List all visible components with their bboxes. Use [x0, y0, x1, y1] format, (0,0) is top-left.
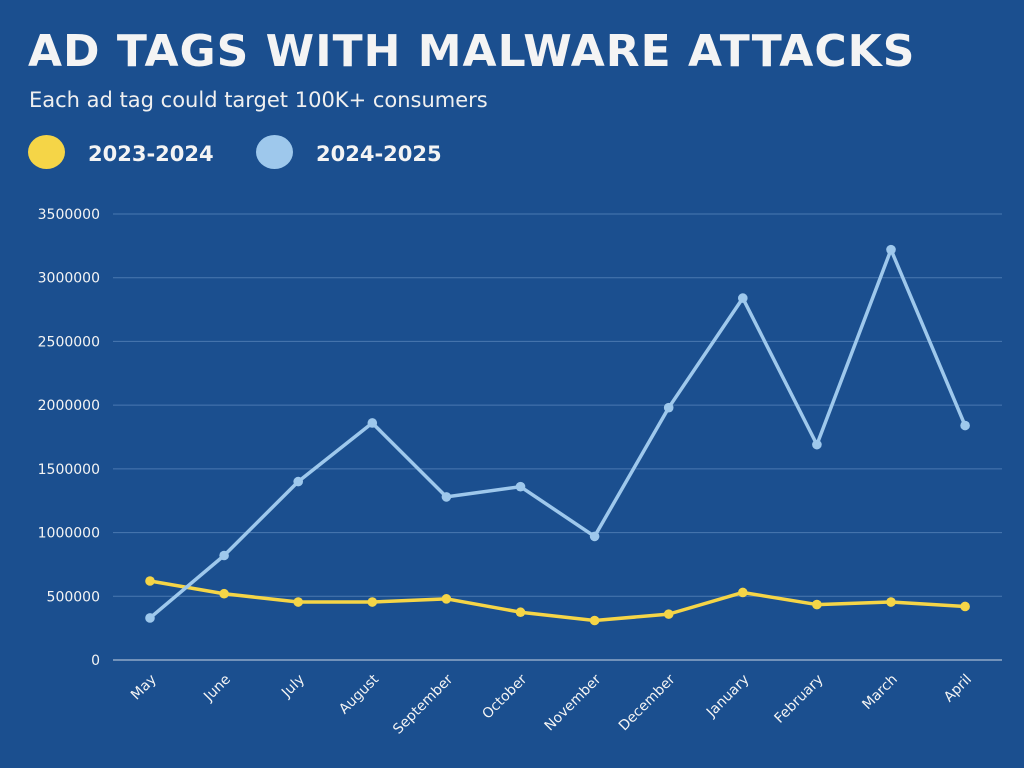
x-tick-label: June [200, 672, 234, 706]
data-point [293, 476, 304, 487]
data-point [960, 420, 970, 431]
data-point [293, 597, 304, 607]
series-line [148, 247, 967, 620]
data-point [738, 293, 748, 303]
x-tick-label: November [542, 671, 605, 734]
y-tick-label: 2000000 [38, 398, 100, 414]
x-tick-label: April [941, 672, 975, 706]
legend-label-2024-2025: 2024-2025 [316, 142, 442, 166]
data-point [960, 601, 970, 612]
chart-subtitle: Each ad tag could target 100K+ consumers [29, 88, 488, 112]
data-point [515, 481, 526, 492]
series-2023-2024 [145, 576, 970, 626]
data-point [219, 550, 229, 561]
gridlines [113, 213, 1002, 661]
data-point [738, 587, 748, 598]
x-tick-label: May [128, 672, 160, 704]
x-tick-label: July [278, 672, 308, 702]
data-point [367, 597, 378, 607]
data-point [515, 607, 526, 618]
series-line [148, 579, 967, 623]
y-tick-label: 3000000 [38, 271, 100, 287]
data-point [589, 531, 600, 542]
x-tick-label: December [616, 671, 679, 734]
x-tick-label: October [479, 671, 530, 722]
data-point [812, 439, 822, 450]
data-point [441, 492, 452, 502]
chart-title: AD TAGS WITH MALWARE ATTACKS [28, 26, 916, 77]
x-tick-label: March [859, 672, 900, 713]
data-point [145, 576, 155, 586]
data-point [812, 599, 822, 610]
series-2024-2025 [145, 244, 970, 623]
y-axis: 0 500000 1000000 1500000 2000000 2500000 30000… [38, 207, 100, 669]
legend-swatch-2023-2024 [28, 135, 65, 169]
y-tick-label: 500000 [47, 589, 100, 605]
x-tick-label: September [390, 671, 456, 737]
y-tick-label: 3500000 [38, 207, 100, 223]
x-tick-label: January [703, 672, 753, 722]
data-point [886, 597, 896, 607]
y-tick-label: 2500000 [38, 334, 100, 350]
data-point [367, 418, 378, 428]
data-point [441, 594, 452, 604]
y-tick-label: 0 [91, 653, 100, 669]
y-tick-label: 1500000 [38, 462, 100, 478]
data-point [589, 615, 600, 626]
data-point [219, 588, 229, 599]
x-tick-label: August [336, 671, 382, 717]
data-point [145, 613, 155, 623]
legend-label-2023-2024: 2023-2024 [88, 142, 214, 166]
x-tick-label: February [772, 672, 827, 727]
x-axis: May June July August September October Novembe… [128, 671, 975, 737]
data-point [663, 609, 674, 619]
legend-swatch-2024-2025 [256, 135, 293, 169]
data-point [663, 402, 674, 413]
y-tick-label: 1000000 [38, 526, 100, 542]
data-point [886, 244, 896, 255]
